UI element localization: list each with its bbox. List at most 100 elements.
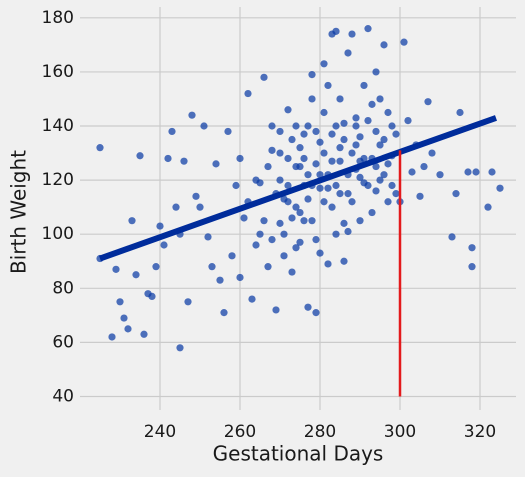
- point: [316, 184, 324, 192]
- point: [392, 130, 400, 138]
- point: [356, 173, 364, 181]
- y-tick-label: 120: [42, 170, 74, 190]
- point: [300, 130, 308, 138]
- point: [324, 81, 332, 90]
- x-tick-label: 240: [144, 422, 176, 442]
- point: [368, 100, 376, 108]
- point: [464, 168, 472, 176]
- point: [128, 217, 136, 225]
- point: [296, 208, 304, 217]
- point: [344, 49, 352, 57]
- point: [284, 154, 292, 163]
- point: [364, 25, 372, 33]
- point: [252, 241, 260, 249]
- point: [320, 108, 328, 117]
- point: [336, 95, 344, 103]
- point: [372, 187, 380, 195]
- point: [292, 203, 300, 211]
- point: [292, 122, 300, 130]
- point: [296, 144, 304, 152]
- point: [352, 141, 360, 149]
- point: [272, 306, 280, 314]
- point: [404, 116, 412, 125]
- point: [376, 95, 384, 103]
- x-tick-label: 320: [464, 422, 496, 442]
- point: [316, 138, 324, 146]
- point: [364, 181, 372, 190]
- point: [340, 257, 348, 265]
- point: [188, 111, 196, 119]
- y-axis-label: Birth Weight: [7, 150, 31, 274]
- x-tick-label: 260: [224, 422, 256, 442]
- point: [296, 162, 304, 171]
- point: [284, 181, 292, 190]
- point: [348, 30, 356, 38]
- point: [380, 171, 388, 179]
- point: [168, 127, 176, 136]
- point: [380, 135, 388, 144]
- point: [344, 227, 352, 236]
- point: [224, 127, 232, 136]
- point: [324, 260, 332, 268]
- point: [452, 190, 460, 198]
- point: [312, 236, 320, 244]
- point: [344, 190, 352, 198]
- point: [276, 149, 284, 157]
- point: [352, 122, 360, 130]
- point: [456, 108, 464, 117]
- point: [288, 135, 296, 144]
- x-axis-label: Gestational Days: [213, 442, 384, 466]
- point: [216, 276, 224, 284]
- point: [472, 168, 480, 176]
- y-tick-label: 140: [42, 116, 74, 136]
- point: [328, 130, 336, 138]
- point: [240, 214, 248, 222]
- point: [140, 330, 148, 338]
- point: [468, 244, 476, 252]
- point: [408, 168, 416, 176]
- point: [372, 162, 380, 171]
- point: [340, 135, 348, 144]
- point: [268, 146, 276, 154]
- y-tick-label: 80: [52, 278, 74, 298]
- point: [348, 149, 356, 157]
- point: [336, 157, 344, 165]
- point: [388, 122, 396, 130]
- point: [308, 217, 316, 225]
- point: [132, 271, 140, 279]
- line: [98, 115, 498, 262]
- point: [428, 149, 436, 157]
- point: [264, 263, 272, 271]
- point: [312, 127, 320, 136]
- point: [124, 325, 132, 333]
- point: [152, 263, 160, 271]
- point: [268, 122, 276, 130]
- x-tick-label: 280: [304, 422, 336, 442]
- point: [328, 157, 336, 165]
- point: [116, 298, 124, 306]
- point: [372, 68, 380, 76]
- point: [180, 157, 188, 165]
- point: [120, 314, 128, 322]
- point: [312, 160, 320, 168]
- point: [424, 98, 432, 106]
- point: [496, 184, 504, 192]
- point: [268, 236, 276, 244]
- point: [332, 27, 340, 35]
- point: [372, 127, 380, 136]
- point: [300, 217, 308, 225]
- point: [204, 233, 212, 241]
- point: [384, 108, 392, 117]
- y-tick-label: 60: [52, 332, 74, 352]
- point: [352, 114, 360, 122]
- point: [448, 233, 456, 241]
- point: [176, 344, 184, 352]
- point: [296, 238, 304, 246]
- point: [332, 122, 340, 130]
- marks: [96, 25, 504, 397]
- point: [336, 144, 344, 152]
- point: [332, 230, 340, 238]
- point: [392, 190, 400, 198]
- point: [320, 149, 328, 157]
